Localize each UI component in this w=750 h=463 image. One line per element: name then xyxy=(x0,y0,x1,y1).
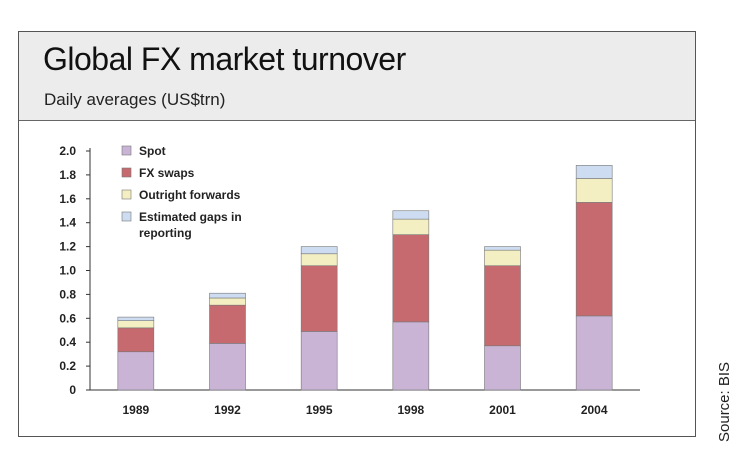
bar-segment xyxy=(300,331,338,391)
legend-label: FX swaps xyxy=(139,166,195,180)
legend-swatch xyxy=(121,167,132,178)
bar-segment xyxy=(209,343,246,391)
legend-swatch xyxy=(121,211,132,222)
bar-segment xyxy=(300,253,338,267)
y-tick-label: 0.6 xyxy=(59,311,76,325)
y-tick-label: 0.8 xyxy=(59,287,76,301)
y-tick-label: 0.4 xyxy=(59,335,76,349)
x-tick-label: 1998 xyxy=(397,403,424,417)
legend-swatch xyxy=(121,145,132,156)
y-tick-label: 1.4 xyxy=(59,216,76,230)
y-tick-label: 1.0 xyxy=(59,264,76,278)
y-tick-label: 0.2 xyxy=(59,359,76,373)
bar-segment xyxy=(117,316,155,321)
y-tick-label: 2.0 xyxy=(59,144,76,158)
bar-segment xyxy=(484,246,521,251)
bar-segment xyxy=(575,202,613,317)
bar-segment xyxy=(575,315,613,391)
y-tick-label: 1.2 xyxy=(59,240,76,254)
legend-label: Spot xyxy=(139,144,166,158)
y-tick-label: 1.8 xyxy=(59,168,76,182)
bar-segment xyxy=(484,265,521,347)
chart-title: Global FX market turnover xyxy=(43,41,406,77)
source-note: Source: BIS xyxy=(716,361,733,442)
bar-segment xyxy=(209,292,246,299)
y-tick-label: 1.6 xyxy=(59,192,76,206)
chart-subtitle: Daily averages (US$trn) xyxy=(44,90,226,109)
x-tick-label: 1995 xyxy=(306,403,333,417)
x-tick-label: 1992 xyxy=(214,403,241,417)
bar-segment xyxy=(392,218,430,235)
bar-segment xyxy=(575,178,613,203)
bar-segment xyxy=(484,345,521,391)
x-tick-label: 2004 xyxy=(581,403,608,417)
bar-segment xyxy=(392,321,430,391)
bar-segment xyxy=(117,320,155,329)
bar-segment xyxy=(392,210,430,220)
bar-segment xyxy=(484,249,521,267)
bar-segment xyxy=(575,165,613,179)
bar-segment xyxy=(300,246,338,255)
chart-header: Global FX market turnover Daily averages… xyxy=(19,32,695,121)
bar-segment xyxy=(209,297,246,306)
bar-segment xyxy=(300,265,338,332)
x-tick-label: 1989 xyxy=(122,403,149,417)
bar-segment xyxy=(209,304,246,344)
x-tick-label: 2001 xyxy=(489,403,516,417)
bar-segment xyxy=(117,327,155,353)
y-tick-label: 0 xyxy=(69,383,76,397)
legend-swatch xyxy=(121,189,132,200)
bar-segment xyxy=(392,234,430,323)
bar-segment xyxy=(117,351,155,391)
legend-label: Outright forwards xyxy=(139,188,241,202)
legend-label: reporting xyxy=(139,226,192,240)
legend-label: Estimated gaps in xyxy=(139,210,242,224)
